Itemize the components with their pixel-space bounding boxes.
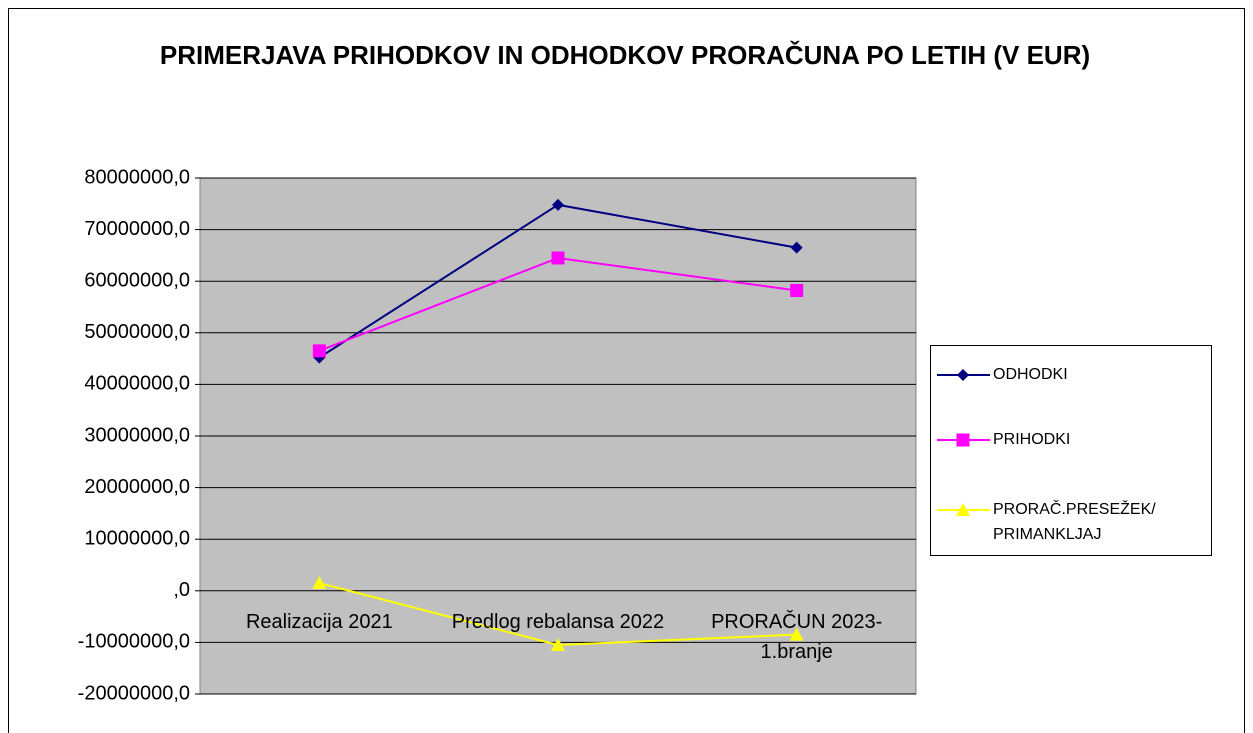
x-tick-label-box: Predlog rebalansa 2022 xyxy=(451,610,665,633)
data-point xyxy=(312,344,326,358)
title-box: PRIMERJAVA PRIHODKOV IN ODHODKOV PRORAČU… xyxy=(159,40,1091,70)
y-tick-label: ,0 xyxy=(173,579,190,601)
y-tick-label: 50000000,0 xyxy=(84,321,190,343)
legend-label: ODHODKI xyxy=(993,366,1068,383)
x-tick-label: Realizacija 2021 xyxy=(245,610,393,633)
x-tick-label-box: Realizacija 2021 xyxy=(245,610,393,633)
y-tick-label: -20000000,0 xyxy=(78,682,190,704)
legend-label: PRORAČ.PRESEŽEK/ PRIMANKLJAJ xyxy=(993,501,1156,543)
y-tick-label: -10000000,0 xyxy=(78,631,190,653)
legend-label: PRIHODKI xyxy=(993,431,1071,448)
y-tick-label: 10000000,0 xyxy=(84,527,190,549)
data-point xyxy=(312,576,327,590)
legend-marker xyxy=(957,369,969,381)
data-point xyxy=(789,627,804,641)
data-point xyxy=(790,241,803,254)
y-tick-label: 30000000,0 xyxy=(84,424,190,446)
data-point xyxy=(552,198,564,211)
legend-marker xyxy=(956,503,970,516)
y-tick-label: 80000000,0 xyxy=(84,166,190,188)
chart-title: PRIMERJAVA PRIHODKOV IN ODHODKOV PRORAČU… xyxy=(159,40,1091,70)
y-tick-label: 20000000,0 xyxy=(84,476,190,498)
y-tick-label: 40000000,0 xyxy=(84,373,190,395)
legend-label-box: PRIHODKI xyxy=(993,431,1071,448)
data-point xyxy=(790,283,804,297)
x-tick-label: PRORAČUN 2023-1.branje xyxy=(711,610,883,663)
data-point xyxy=(551,251,565,265)
legend-box xyxy=(930,345,1212,556)
legend-label-box: PRORAČ.PRESEŽEK/ PRIMANKLJAJ xyxy=(993,501,1156,543)
legend-marker xyxy=(956,433,970,447)
y-tick-label: 60000000,0 xyxy=(84,269,190,291)
data-point xyxy=(551,637,565,651)
legend-label-box: ODHODKI xyxy=(993,366,1068,383)
x-tick-label-box: PRORAČUN 2023-1.branje xyxy=(711,610,883,663)
y-tick-label: 70000000,0 xyxy=(84,218,190,240)
x-tick-label: Predlog rebalansa 2022 xyxy=(451,610,665,633)
